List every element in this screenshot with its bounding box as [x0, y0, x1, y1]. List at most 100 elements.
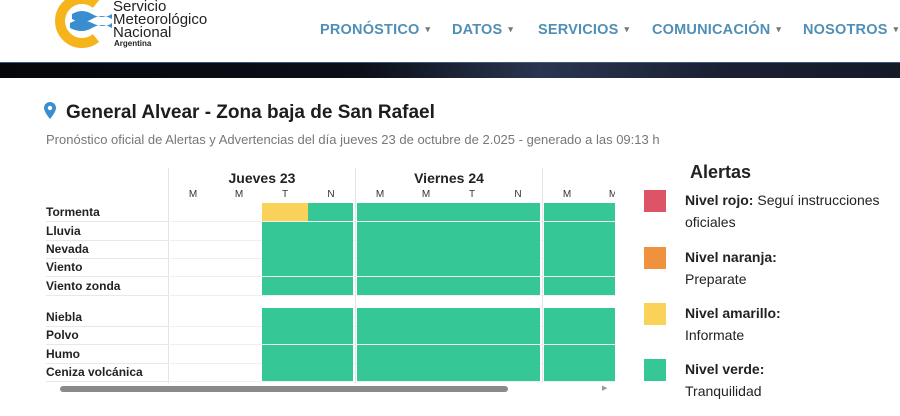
alert-cell-verde[interactable] — [262, 240, 308, 258]
alert-cell-verde[interactable] — [357, 203, 403, 221]
legend-level-desc: Preparate — [685, 271, 747, 287]
nav-comunicacion[interactable]: COMUNICACIÓN ▾ — [652, 22, 781, 38]
alert-cell-verde[interactable] — [590, 258, 615, 276]
caret-down-icon: ▾ — [508, 24, 514, 34]
alert-cell-verde[interactable] — [308, 240, 353, 258]
row-label: Humo — [46, 345, 168, 364]
page-title: General Alvear - Zona baja de San Rafael — [66, 102, 435, 123]
caret-down-icon: ▾ — [893, 24, 899, 34]
alert-cell-verde[interactable] — [403, 345, 449, 363]
alert-cell-verde[interactable] — [403, 277, 449, 295]
alert-cell-verde[interactable] — [495, 258, 540, 276]
alert-cell-verde[interactable] — [590, 203, 615, 221]
alert-cell-verde[interactable] — [262, 363, 308, 381]
row-label: Polvo — [46, 326, 168, 345]
alert-cell-verde[interactable] — [590, 363, 615, 381]
nav-label: PRONÓSTICO — [320, 22, 420, 38]
logo-line: Nacional — [113, 24, 172, 41]
smn-logo-icon[interactable] — [52, 0, 112, 48]
alert-cell-verde[interactable] — [403, 203, 449, 221]
alert-cell-verde[interactable] — [357, 345, 403, 363]
nav-servicios[interactable]: SERVICIOS ▾ — [538, 22, 629, 38]
alert-cell-verde[interactable] — [403, 308, 449, 326]
alert-cell-verde[interactable] — [495, 277, 540, 295]
alert-cell-verde[interactable] — [262, 258, 308, 276]
scrollbar-thumb[interactable] — [60, 386, 508, 392]
alert-cell-verde[interactable] — [590, 277, 615, 295]
alert-cell-verde[interactable] — [449, 240, 495, 258]
alert-cell-verde[interactable] — [449, 326, 495, 344]
alert-cell-verde[interactable] — [357, 363, 403, 381]
alert-cell-verde[interactable] — [495, 203, 540, 221]
alert-cell-verde[interactable] — [357, 277, 403, 295]
alert-cell-verde[interactable] — [495, 240, 540, 258]
alert-cell-verde[interactable] — [308, 277, 353, 295]
alert-cell-verde[interactable] — [544, 222, 590, 240]
alert-cell-verde[interactable] — [495, 363, 540, 381]
alert-cell-verde[interactable] — [308, 258, 353, 276]
alert-cell-verde[interactable] — [590, 345, 615, 363]
alert-cell-verde[interactable] — [357, 240, 403, 258]
alert-cell-verde[interactable] — [403, 258, 449, 276]
alert-cell-verde[interactable] — [590, 308, 615, 326]
alert-cell-verde[interactable] — [544, 258, 590, 276]
day-divider — [355, 168, 356, 383]
alert-cell-verde[interactable] — [308, 363, 353, 381]
location-pin-icon — [44, 102, 56, 119]
legend-level-name: Nivel rojo: — [685, 192, 754, 208]
alert-cell-verde[interactable] — [544, 363, 590, 381]
alert-cell-amarillo[interactable] — [262, 203, 308, 221]
alert-cell-verde[interactable] — [403, 222, 449, 240]
logo-text[interactable]: Servicio Meteorológico Nacional Argentin… — [113, 0, 207, 49]
alert-cell-verde[interactable] — [403, 363, 449, 381]
alert-cell-verde[interactable] — [262, 308, 308, 326]
nav-pronostico[interactable]: PRONÓSTICO ▾ — [320, 22, 430, 38]
legend-swatch-verde — [644, 359, 666, 381]
alert-cell-verde[interactable] — [449, 203, 495, 221]
alert-cell-verde[interactable] — [544, 308, 590, 326]
alert-cell-verde[interactable] — [357, 258, 403, 276]
nav-nosotros[interactable]: NOSOTROS ▾ — [803, 22, 898, 38]
alert-cell-verde[interactable] — [544, 326, 590, 344]
day-divider — [542, 168, 543, 383]
alert-cell-verde[interactable] — [449, 277, 495, 295]
alert-cell-verde[interactable] — [403, 326, 449, 344]
alert-cell-verde[interactable] — [262, 326, 308, 344]
row-divider — [170, 344, 615, 345]
alert-cell-verde[interactable] — [590, 222, 615, 240]
alert-cell-verde[interactable] — [495, 222, 540, 240]
alert-cell-verde[interactable] — [262, 222, 308, 240]
alert-cell-verde[interactable] — [449, 258, 495, 276]
alert-cell-verde[interactable] — [308, 308, 353, 326]
alert-cell-verde[interactable] — [357, 326, 403, 344]
alert-cell-verde[interactable] — [308, 222, 353, 240]
alert-cell-verde[interactable] — [308, 203, 353, 221]
alert-cell-verde[interactable] — [449, 308, 495, 326]
alert-cell-verde[interactable] — [495, 326, 540, 344]
nav-datos[interactable]: DATOS ▾ — [452, 22, 513, 38]
alert-cell-verde[interactable] — [262, 277, 308, 295]
alert-cell-verde[interactable] — [449, 222, 495, 240]
legend-swatch-amarillo — [644, 303, 666, 325]
alert-cell-verde[interactable] — [495, 345, 540, 363]
alert-cell-verde[interactable] — [357, 308, 403, 326]
scroll-right-arrow-icon[interactable]: ▶ — [602, 385, 608, 392]
alert-cell-verde[interactable] — [403, 240, 449, 258]
alert-cell-verde[interactable] — [262, 345, 308, 363]
alert-cell-verde[interactable] — [308, 345, 353, 363]
alert-cell-verde[interactable] — [544, 203, 590, 221]
alert-cell-verde[interactable] — [544, 240, 590, 258]
alert-cell-verde[interactable] — [590, 240, 615, 258]
alert-cell-verde[interactable] — [449, 363, 495, 381]
legend-level-desc: Informate — [685, 327, 745, 343]
alert-cell-verde[interactable] — [449, 345, 495, 363]
row-label: Lluvia — [46, 222, 168, 241]
alert-cell-verde[interactable] — [590, 326, 615, 344]
alert-cell-verde[interactable] — [544, 345, 590, 363]
alert-cell-verde[interactable] — [308, 326, 353, 344]
alert-cell-verde[interactable] — [544, 277, 590, 295]
alert-cell-verde[interactable] — [495, 308, 540, 326]
alert-cell-verde[interactable] — [357, 222, 403, 240]
legend-level-name: Nivel amarillo: — [685, 305, 781, 321]
